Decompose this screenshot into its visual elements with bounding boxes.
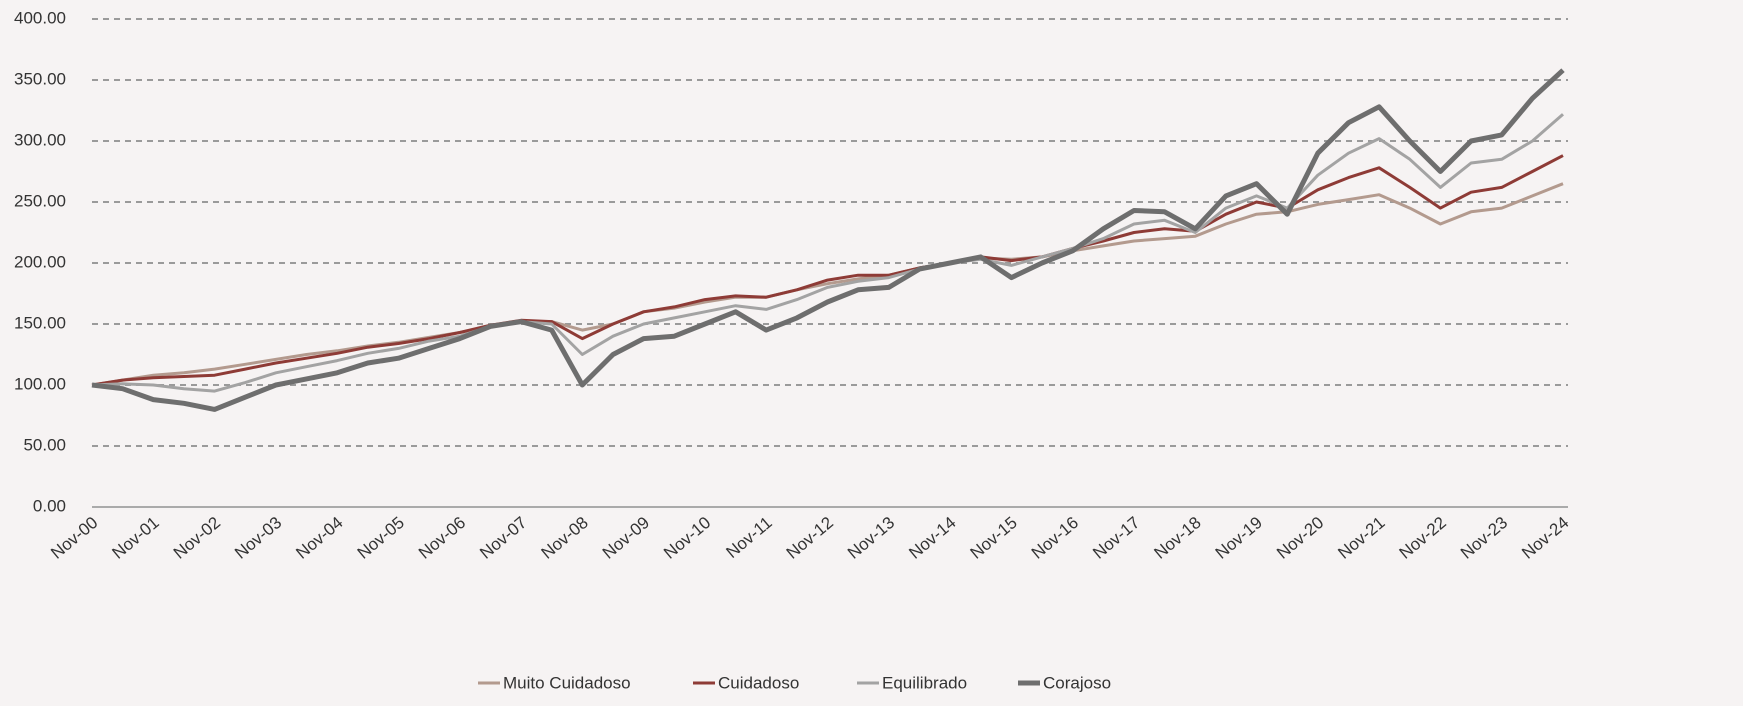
y-tick-label: 300.00: [14, 130, 66, 149]
y-tick-label: 350.00: [14, 69, 66, 88]
series-line: [91, 182, 1564, 387]
x-tick-label: Nov-02: [170, 513, 224, 563]
x-tick-label: Nov-19: [1212, 513, 1266, 563]
legend-label: Corajoso: [1043, 673, 1111, 692]
x-tick-label: Nov-05: [354, 513, 408, 563]
x-tick-label: Nov-06: [415, 513, 469, 563]
y-tick-label: 0.00: [33, 496, 66, 515]
y-tick-label: 250.00: [14, 191, 66, 210]
legend-label: Muito Cuidadoso: [503, 673, 631, 692]
legend-label: Cuidadoso: [718, 673, 799, 692]
x-tick-label: Nov-12: [783, 513, 837, 563]
y-tick-label: 100.00: [14, 374, 66, 393]
x-tick-label: Nov-20: [1273, 513, 1327, 563]
x-tick-label: Nov-00: [47, 513, 101, 563]
x-tick-label: Nov-14: [905, 513, 959, 563]
x-tick-label: Nov-18: [1151, 513, 1205, 563]
series-line: [91, 68, 1565, 412]
series-line: [91, 154, 1564, 387]
x-tick-label: Nov-04: [292, 513, 346, 563]
x-tick-label: Nov-17: [1089, 513, 1143, 563]
x-tick-label: Nov-07: [476, 513, 530, 563]
x-tick-label: Nov-24: [1518, 513, 1572, 563]
x-tick-label: Nov-08: [538, 513, 592, 563]
x-tick-label: Nov-13: [844, 513, 898, 563]
x-tick-label: Nov-01: [109, 513, 163, 563]
x-tick-label: Nov-15: [967, 513, 1021, 563]
x-tick-label: Nov-21: [1334, 513, 1388, 563]
y-tick-label: 400.00: [14, 8, 66, 27]
y-tick-label: 50.00: [23, 435, 66, 454]
x-tick-label: Nov-03: [231, 513, 285, 563]
x-tick-label: Nov-11: [722, 513, 775, 562]
x-tick-label: Nov-23: [1457, 513, 1511, 563]
x-tick-label: Nov-10: [660, 513, 714, 563]
series-line: [91, 113, 1564, 393]
legend-label: Equilibrado: [882, 673, 967, 692]
y-tick-label: 200.00: [14, 252, 66, 271]
x-tick-label: Nov-22: [1396, 513, 1450, 563]
x-tick-label: Nov-16: [1028, 513, 1082, 563]
x-tick-label: Nov-09: [599, 513, 653, 563]
y-tick-label: 150.00: [14, 313, 66, 332]
